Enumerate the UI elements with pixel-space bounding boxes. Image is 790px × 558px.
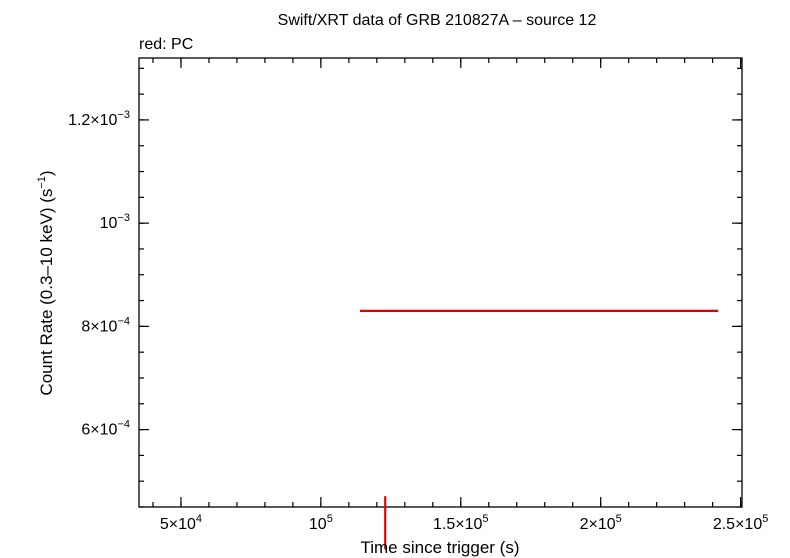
y-tick-mantissa: 6×10 xyxy=(81,422,117,439)
y-axis-label: Count Rate (0.3–10 keV) (s−1) xyxy=(36,170,56,395)
chart-subtitle: red: PC xyxy=(139,36,193,53)
x-tick-exponent: 5 xyxy=(327,513,333,525)
x-tick-exponent: 4 xyxy=(196,513,202,525)
y-tick-exponent: −3 xyxy=(117,212,130,224)
axis-ticks xyxy=(139,58,742,508)
x-tick-mantissa: 2.5×10 xyxy=(713,516,762,533)
y-tick-mantissa: 8×10 xyxy=(81,318,117,335)
x-axis-label: Time since trigger (s) xyxy=(360,538,519,557)
x-tick-mantissa: 5×10 xyxy=(160,516,196,533)
y-tick-mantissa: 1.2×10 xyxy=(68,112,117,129)
x-tick-mantissa: 1.5×10 xyxy=(433,516,482,533)
x-tick-mantissa: 10 xyxy=(309,516,327,533)
y-tick-exponent: −3 xyxy=(117,109,130,121)
y-tick-labels: 6×10−48×10−410−31.2×10−3 xyxy=(68,109,130,439)
x-tick-labels: 5×104 105 1.5×105 2×105 2.5×105 xyxy=(160,513,768,533)
x-tick-mantissa: 2×10 xyxy=(580,516,616,533)
data-point xyxy=(360,309,719,550)
y-tick-exponent: −4 xyxy=(117,419,130,431)
x-tick-label: 5×104 xyxy=(160,513,202,533)
y-tick-label: 10−3 xyxy=(100,212,130,232)
y-tick-exponent: −4 xyxy=(117,315,130,327)
x-tick-exponent: 5 xyxy=(482,513,488,525)
y-tick-label: 1.2×10−3 xyxy=(68,109,130,129)
x-tick-exponent: 5 xyxy=(616,513,622,525)
y-tick-label: 6×10−4 xyxy=(81,419,130,439)
x-tick-label: 2×105 xyxy=(580,513,622,533)
x-tick-label: 1.5×105 xyxy=(433,513,489,533)
x-tick-label: 2.5×105 xyxy=(713,513,769,533)
y-tick-mantissa: 10 xyxy=(100,215,118,232)
chart-title: Swift/XRT data of GRB 210827A – source 1… xyxy=(278,12,597,29)
x-tick-label: 105 xyxy=(309,513,333,533)
y-tick-label: 8×10−4 xyxy=(81,315,130,335)
plot-frame xyxy=(138,57,743,508)
data-points xyxy=(360,309,719,550)
x-tick-exponent: 5 xyxy=(762,513,768,525)
